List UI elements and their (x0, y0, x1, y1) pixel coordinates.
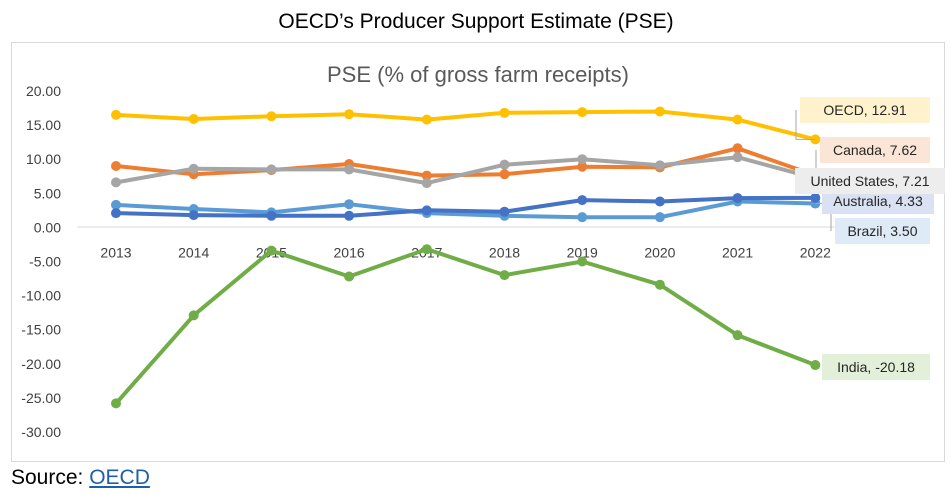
oecd-point (577, 107, 588, 118)
india-point (344, 271, 355, 282)
oecd-leader-line (795, 110, 816, 140)
source-link[interactable]: OECD (89, 466, 150, 489)
india-line (114, 247, 818, 406)
oecd-point (188, 113, 199, 124)
brazil-point (654, 212, 665, 223)
united-states-point (188, 163, 199, 174)
oecd-point (421, 114, 432, 125)
india-data-label-box (822, 354, 930, 380)
chart-title: PSE (% of gross farm receipts) (327, 62, 629, 87)
canada-point (111, 161, 121, 172)
india-point (188, 310, 199, 321)
australia-point (188, 210, 199, 221)
oecd-point (111, 109, 121, 120)
united-states-point (499, 159, 510, 170)
y-tick-label: -10.00 (21, 288, 61, 304)
x-tick-label: 2019 (567, 244, 598, 260)
y-tick-label: 15.00 (26, 117, 61, 133)
y-tick-label: -15.00 (21, 322, 61, 338)
y-axis: 20.00 15.00 10.00 5.00 0.00 -5.00 -10.00 -15.00… (21, 83, 61, 440)
x-tick-label: 2022 (800, 244, 831, 260)
x-tick-label: 2021 (722, 244, 753, 260)
x-tick-label: 2013 (100, 244, 131, 260)
india-point (266, 245, 277, 256)
canada-point (577, 161, 588, 172)
united-states-point (266, 164, 277, 175)
australia-point (111, 208, 121, 219)
canada-point (499, 169, 510, 180)
australia-point (732, 193, 743, 204)
united-states-data-label: United States, 7.21 (810, 173, 929, 189)
oecd-point (344, 109, 355, 120)
brazil-line (114, 199, 818, 220)
y-tick-label: 20.00 (26, 83, 61, 99)
canada-point (421, 170, 432, 181)
x-axis: 2013201420152016201720182019202020212022 (100, 244, 831, 260)
united-states-point (111, 177, 121, 188)
x-tick-label: 2020 (644, 244, 675, 260)
india-point (421, 244, 432, 255)
chart-area (11, 42, 945, 462)
y-tick-label: 10.00 (26, 151, 61, 167)
australia-point (499, 206, 510, 217)
source-prefix: Source: (11, 466, 90, 489)
oecd-point (654, 106, 665, 117)
x-tick-label: 2014 (178, 244, 209, 260)
series-layer (111, 106, 821, 409)
india-point (499, 270, 510, 281)
oecd-line (114, 109, 818, 142)
y-tick-label: 0.00 (34, 219, 61, 235)
india-point (810, 360, 821, 371)
brazil-data-label-box (835, 218, 930, 244)
canada-data-label: Canada, 7.62 (833, 142, 917, 158)
y-tick-label: -25.00 (21, 390, 61, 406)
india-data-label: India, -20.18 (837, 359, 915, 375)
brazil-data-label: Brazil, 3.50 (847, 223, 917, 239)
india-point (577, 256, 588, 267)
australia-point (577, 195, 588, 206)
y-tick-label: -20.00 (21, 356, 61, 372)
x-tick-label: 2018 (489, 244, 520, 260)
united-states-line (114, 155, 818, 186)
oecd-point (499, 107, 510, 118)
united-states-data-label-box (795, 168, 945, 194)
australia-point (421, 205, 432, 216)
source-line: Source: OECD (11, 466, 150, 490)
united-states-point (654, 160, 665, 171)
brazil-point (344, 199, 355, 210)
australia-point (344, 210, 355, 221)
x-tick-label: 2016 (334, 244, 365, 260)
australia-line (114, 195, 818, 218)
australia-data-label: Australia, 4.33 (833, 193, 923, 209)
brazil-point (111, 199, 121, 210)
united-states-point (732, 152, 743, 163)
data-label-layer: India, -20.18 Brazil, 3.50 Australia, 4.33… (795, 97, 945, 380)
united-states-point (421, 178, 432, 189)
united-states-point (577, 154, 588, 165)
australia-point (266, 210, 277, 221)
india-point (732, 330, 743, 341)
canada-data-label-box (820, 137, 930, 163)
india-point (654, 279, 665, 290)
canada-point (732, 143, 743, 154)
india-point (111, 398, 121, 409)
oecd-point (732, 114, 743, 125)
oecd-data-label-box (800, 97, 930, 123)
y-tick-label: 5.00 (34, 185, 61, 201)
y-tick-label: -30.00 (21, 424, 61, 440)
oecd-data-label: OECD, 12.91 (823, 102, 906, 118)
y-tick-label: -5.00 (29, 254, 61, 270)
page-title: OECD’s Producer Support Estimate (PSE) (278, 10, 674, 33)
australia-point (810, 192, 821, 203)
australia-point (654, 196, 665, 207)
oecd-point (266, 111, 277, 122)
united-states-point (344, 164, 355, 175)
brazil-point (577, 212, 588, 223)
